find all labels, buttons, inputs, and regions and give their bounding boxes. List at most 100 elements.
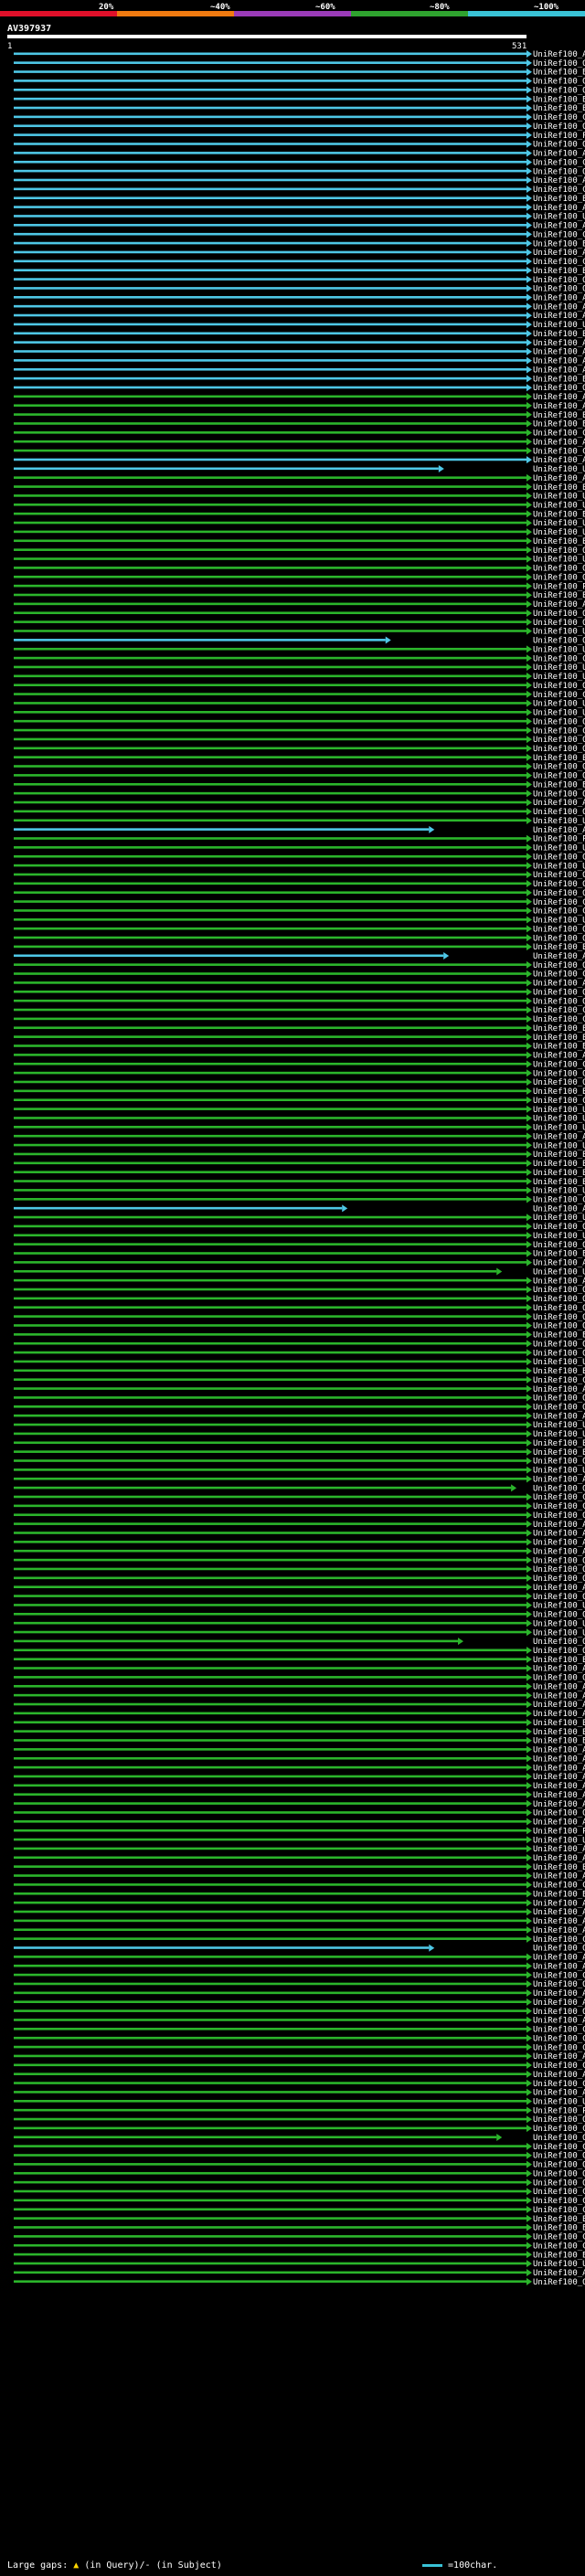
hit-label[interactable]: UniRef100_Q2HJ38 [533, 546, 585, 556]
hit-row[interactable]: UniRef100_Q22HV0 [14, 1673, 585, 1683]
hit-row[interactable]: UniRef100_Q6Q9G3 [14, 1403, 585, 1413]
hit-label[interactable]: UniRef100_A7PK40 [533, 1908, 585, 1917]
hit-bar[interactable] [14, 557, 526, 560]
hit-label[interactable]: UniRef100_B4R5R4 [533, 1034, 585, 1043]
hit-bar[interactable] [14, 1206, 343, 1210]
hit-row[interactable]: UniRef100_Q81361 [14, 284, 585, 294]
hit-bar[interactable] [14, 1351, 526, 1354]
hit-row[interactable]: UniRef100_C0PCV2 [14, 429, 585, 439]
hit-label[interactable]: UniRef100_Q29C61 [533, 1295, 585, 1304]
hit-label[interactable]: UniRef100_Q81361 [533, 285, 585, 294]
hit-label[interactable]: UniRef100_Q9XYR6 [533, 717, 585, 726]
hit-label[interactable]: UniRef100_A6YN66 [533, 1800, 585, 1809]
hit-label[interactable]: UniRef100_A6YN79 [533, 1584, 585, 1593]
hit-bar[interactable] [14, 178, 526, 182]
hit-row[interactable]: UniRef100_Q6EE60 [14, 1240, 585, 1250]
hit-label[interactable]: UniRef100_Q5QTS1 [533, 763, 585, 772]
hit-bar[interactable] [14, 810, 526, 813]
hit-row[interactable]: UniRef100_A6YN66 [14, 1799, 585, 1809]
hit-bar[interactable] [14, 548, 526, 551]
hit-row[interactable]: UniRef100_C1MWW2 [14, 447, 585, 456]
hit-bar[interactable] [14, 1712, 526, 1715]
hit-bar[interactable] [14, 747, 526, 750]
hit-bar[interactable] [14, 422, 526, 425]
hit-label[interactable]: UniRef100_C1BSN0 [533, 2143, 585, 2152]
hit-row[interactable]: UniRef100_C1BSM3 [14, 1006, 585, 1015]
hit-row[interactable]: UniRef100_B8LML6 [14, 419, 585, 429]
hit-label[interactable]: UniRef100_A3LTZ0 [533, 1791, 585, 1800]
hit-row[interactable]: UniRef100_A6YN65 [14, 1782, 585, 1791]
hit-row[interactable]: UniRef100_A8XJ19 [14, 2016, 585, 2026]
hit-label[interactable]: UniRef100_C4N159 [533, 1971, 585, 1980]
hit-label[interactable]: UniRef100_C6T327 [533, 186, 585, 195]
hit-label[interactable]: UniRef100_Q6EE07 [533, 1556, 585, 1565]
hit-bar[interactable] [14, 1604, 526, 1606]
hit-bar[interactable] [14, 684, 526, 686]
hit-bar[interactable] [14, 1324, 526, 1327]
hit-label[interactable]: UniRef100_C0PCV2 [533, 429, 585, 439]
hit-row[interactable]: UniRef100_A9TG34 [14, 293, 585, 302]
hit-row[interactable]: UniRef100_C3ZKW7 [14, 897, 585, 907]
hit-row[interactable]: UniRef100_A7TOC1 [14, 473, 585, 483]
hit-row[interactable]: UniRef100_Q5QTS1 [14, 762, 585, 772]
hit-bar[interactable] [14, 458, 526, 461]
hit-row[interactable]: UniRef100_UP1000.. [14, 1358, 585, 1367]
hit-bar[interactable] [14, 954, 444, 958]
hit-row[interactable]: UniRef100_UP1000.. [14, 862, 585, 871]
hit-row[interactable]: UniRef100_A6YN72 [14, 1871, 585, 1882]
hit-bar[interactable] [14, 990, 526, 993]
hit-row[interactable]: UniRef100_C4WSE3 [14, 1493, 585, 1502]
hit-label[interactable]: UniRef100_UP1000.. [533, 1267, 585, 1277]
hit-bar[interactable] [14, 774, 526, 777]
hit-row[interactable]: UniRef100_C6TBH9 [14, 113, 585, 122]
hit-bar[interactable] [14, 115, 526, 119]
hit-row[interactable]: UniRef100_C6T514 [14, 230, 585, 239]
hit-bar[interactable] [14, 1459, 526, 1462]
hit-bar[interactable] [14, 1775, 526, 1778]
hit-row[interactable]: UniRef100_A7YY26 [14, 1204, 585, 1214]
hit-row[interactable]: UniRef100_A8N5W7 [14, 1132, 585, 1141]
hit-bar[interactable] [14, 2189, 526, 2193]
hit-bar[interactable] [14, 674, 526, 678]
hit-label[interactable]: UniRef100_Q28HY9 [533, 745, 585, 754]
hit-row[interactable]: UniRef100_A6PN19 [14, 1818, 585, 1828]
hit-bar[interactable] [14, 2171, 526, 2175]
hit-bar[interactable] [14, 1486, 512, 1489]
hit-bar[interactable] [14, 1306, 526, 1309]
hit-label[interactable]: UniRef100_UP1000.. [533, 663, 585, 673]
hit-bar[interactable] [14, 1595, 526, 1597]
hit-label[interactable]: UniRef100_Q4PME1 [533, 1286, 585, 1295]
hit-bar[interactable] [14, 819, 526, 822]
hit-bar[interactable] [14, 1558, 526, 1562]
hit-row[interactable]: UniRef100_A0CWE7 [14, 1412, 585, 1421]
hit-bar[interactable] [14, 1278, 526, 1282]
hit-label[interactable]: UniRef100_UP1000.. [533, 321, 585, 330]
hit-label[interactable]: UniRef100_A5DUF9 [533, 1917, 585, 1926]
hit-bar[interactable] [14, 2019, 526, 2021]
hit-bar[interactable] [14, 449, 526, 452]
hit-label[interactable]: UniRef100_C4QWL2 [533, 1060, 585, 1069]
hit-label[interactable]: UniRef100_Q4P8O2 [533, 1809, 585, 1818]
hit-label[interactable]: UniRef100_B6HDN7 [533, 2251, 585, 2260]
hit-row[interactable]: UniRef100_C5DT64 [14, 1881, 585, 1891]
hit-row[interactable]: UniRef100_Q9XEV0 [14, 122, 585, 132]
hit-bar[interactable] [14, 1432, 526, 1436]
hit-bar[interactable] [14, 2108, 526, 2112]
hit-label[interactable]: UniRef100_UP1000.. [533, 1467, 585, 1476]
hit-label[interactable]: UniRef100_P49199 [533, 132, 585, 141]
hit-label[interactable]: UniRef100_UP1000.. [533, 493, 585, 502]
hit-row[interactable]: UniRef100_UP1000.. [14, 321, 585, 330]
hit-bar[interactable] [14, 2000, 526, 2004]
hit-row[interactable]: UniRef100_A7TI44 [14, 1682, 585, 1691]
hit-bar[interactable] [14, 494, 526, 497]
hit-label[interactable]: UniRef100_A7TDU2 [533, 1665, 585, 1674]
hit-row[interactable]: UniRef100_Q3HRZ6 [14, 275, 585, 285]
hit-label[interactable]: UniRef100_UP1000.. [533, 519, 585, 528]
hit-row[interactable]: UniRef100_Q76I56 [14, 618, 585, 628]
hit-bar[interactable] [14, 1360, 526, 1363]
hit-row[interactable]: UniRef100_A0EZU1 [14, 1277, 585, 1286]
hit-label[interactable]: UniRef100_Q22HV0 [533, 1674, 585, 1683]
hit-label[interactable]: UniRef100_UP1000.. [533, 502, 585, 511]
hit-bar[interactable] [14, 1541, 526, 1543]
hit-row[interactable]: UniRef100_Q8WQI5 [14, 880, 585, 889]
